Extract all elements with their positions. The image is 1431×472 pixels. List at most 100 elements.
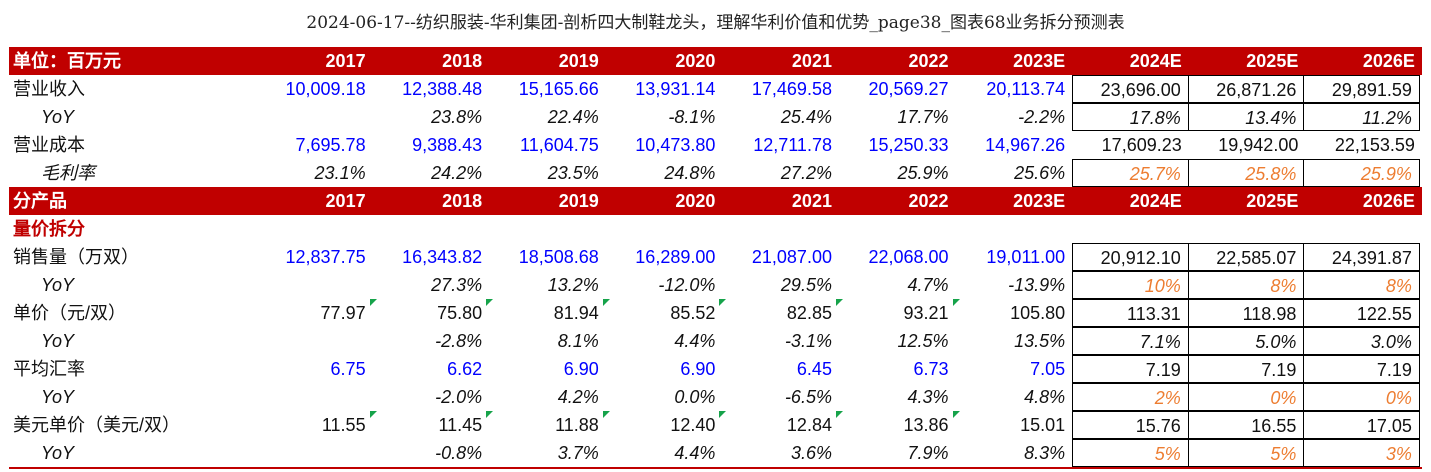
header-unit-year-2024E: 2024E [1129, 51, 1182, 71]
table-row: 营业成本 7,695.78 9,388.43 11,604.75 10,473.80 12… [9, 131, 1422, 159]
table-cell: 5% [1187, 439, 1305, 467]
table-cell: 27.3% [431, 275, 483, 295]
header-unit-year-2017: 2017 [325, 51, 366, 71]
row-label: YoY [41, 387, 75, 407]
table-row: 单价（元/双） 77.97 75.80 81.94 85.52 82.85 93.21 105… [9, 299, 1422, 327]
table-cell: 9,388.43 [412, 135, 483, 155]
row-label: 毛利率 [41, 163, 95, 183]
table-row: 销售量（万双） 12,837.75 16,343.82 18,508.68 16,289… [9, 243, 1422, 271]
table-row: 平均汇率 6.75 6.62 6.90 6.90 6.45 6.73 7.05 7.19 7.19… [9, 355, 1422, 383]
row-label: 销售量（万双） [13, 247, 139, 267]
table-cell: 20,569.27 [868, 79, 949, 99]
header-unit-year-2020: 2020 [675, 51, 716, 71]
table-cell: 13.2% [547, 275, 599, 295]
table-cell: 17,469.58 [751, 79, 832, 99]
table-cell: 105.80 [1010, 303, 1066, 323]
header-product-year-2019: 2019 [558, 191, 599, 211]
table-cell: 29,891.59 [1303, 75, 1420, 103]
table-cell: 27.2% [780, 163, 832, 183]
header-product-year-2023E: 2023E [1013, 191, 1066, 211]
table-cell: -8.1% [668, 107, 716, 127]
table-cell: 3.6% [790, 443, 832, 463]
table-row: YoY -2.0% 4.2% 0.0% -6.5% 4.3% 4.8% 2% 0% 0% [9, 383, 1422, 411]
bottom-border [9, 467, 1422, 469]
header-product-year-2025E: 2025E [1246, 191, 1299, 211]
table-cell: 15.76 [1072, 411, 1189, 439]
table-cell: 8% [1303, 271, 1420, 299]
row-label: YoY [41, 443, 75, 463]
table-cell: 0% [1303, 383, 1420, 411]
table-cell: 13.5% [1014, 331, 1066, 351]
table-cell: 15.01 [1020, 415, 1066, 435]
table-cell: 13.4% [1187, 103, 1305, 131]
header-row-unit: 单位：百万元 2017 2018 2019 2020 2021 2022 2023E 2024E… [9, 47, 1422, 75]
table-cell: -12.0% [658, 275, 716, 295]
table-row: YoY 27.3% 13.2% -12.0% 29.5% 4.7% -13.9% 10% 8% 8… [9, 271, 1422, 299]
table-cell: 11.88 [489, 411, 610, 439]
table-cell: 29.5% [780, 275, 832, 295]
table-cell: 25.9% [897, 163, 949, 183]
table-cell: -2.2% [1018, 107, 1066, 127]
table-cell: 3.7% [557, 443, 599, 463]
table-cell: 8.3% [1024, 443, 1066, 463]
table-cell: 16,289.00 [635, 247, 716, 267]
table-cell: 14,967.26 [985, 135, 1066, 155]
table-cell: 4.4% [674, 331, 716, 351]
table-cell: 4.7% [907, 275, 949, 295]
table-cell: 12,711.78 [753, 135, 832, 155]
table-cell: 118.98 [1187, 299, 1305, 327]
header-unit-year-2026E: 2026E [1362, 51, 1415, 71]
row-label: YoY [41, 275, 75, 295]
table-cell: 3% [1303, 439, 1420, 467]
table-cell: 13.86 [839, 411, 960, 439]
table-cell: 11.55 [256, 411, 377, 439]
table-row: YoY -0.8% 3.7% 4.4% 3.6% 7.9% 8.3% 5% 5% 3% [9, 439, 1422, 467]
table-cell: 7,695.78 [295, 135, 366, 155]
header-unit-year-2019: 2019 [558, 51, 599, 71]
header-product-year-2021: 2021 [791, 191, 832, 211]
header-unit-label: 单位：百万元 [13, 51, 121, 71]
table-cell [256, 439, 373, 467]
table-cell: 13,931.14 [635, 79, 716, 99]
header-row-product: 分产品 2017 2018 2019 2020 2021 2022 2023E 2024E 202… [9, 187, 1422, 215]
table-cell: 2% [1072, 383, 1189, 411]
header-unit-year-2018: 2018 [442, 51, 483, 71]
table-cell: 23.8% [431, 107, 483, 127]
table-cell: 11.45 [373, 411, 493, 439]
table-cell: 12,388.48 [402, 79, 483, 99]
table-cell: 22.4% [547, 107, 599, 127]
table-cell: 11,604.75 [520, 135, 599, 155]
table-cell: -2.0% [435, 387, 483, 407]
table-cell: 19,011.00 [986, 247, 1066, 267]
table-cell: 6.45 [796, 359, 832, 379]
table-cell: 7.19 [1072, 355, 1189, 383]
table-cell: 21,087.00 [751, 247, 832, 267]
table-cell: 25.4% [780, 107, 832, 127]
table-cell: 26,871.26 [1187, 75, 1305, 103]
table-cell: 7.19 [1187, 355, 1305, 383]
table-cell: 0% [1187, 383, 1305, 411]
table-cell: 3.0% [1303, 327, 1420, 355]
table-cell: 93.21 [839, 299, 960, 327]
page-title: 2024-06-17--纺织服装-华利集团-剖析四大制鞋龙头，理解华利价值和优势… [306, 13, 1125, 33]
table-cell: 77.97 [256, 299, 377, 327]
table-cell: 20,113.74 [986, 79, 1066, 99]
row-label: 单价（元/双） [13, 303, 127, 323]
table-row: 营业收入 10,009.18 12,388.48 15,165.66 13,931.14… [9, 75, 1422, 103]
table-cell: 12.5% [897, 331, 949, 351]
row-label: 营业成本 [13, 135, 85, 155]
header-product-year-2020: 2020 [675, 191, 716, 211]
table-cell: 24.2% [431, 163, 483, 183]
table-row: YoY 23.8% 22.4% -8.1% 25.4% 17.7% -2.2% 17.8% 13… [9, 103, 1422, 131]
table-cell: 12,837.75 [285, 247, 366, 267]
table-cell: 23.5% [547, 163, 599, 183]
table-cell: 122.55 [1303, 299, 1420, 327]
table-cell: 7.05 [1030, 359, 1066, 379]
table-cell: 10,009.18 [285, 79, 366, 99]
table-cell: 22,585.07 [1187, 243, 1305, 271]
table-cell: 7.19 [1303, 355, 1420, 383]
table-cell: -0.8% [435, 443, 483, 463]
header-product-year-2018: 2018 [442, 191, 483, 211]
table-row: 毛利率 23.1% 24.2% 23.5% 24.8% 27.2% 25.9% 25.6% 25… [9, 159, 1422, 187]
table-cell: 25.7% [1072, 159, 1189, 187]
